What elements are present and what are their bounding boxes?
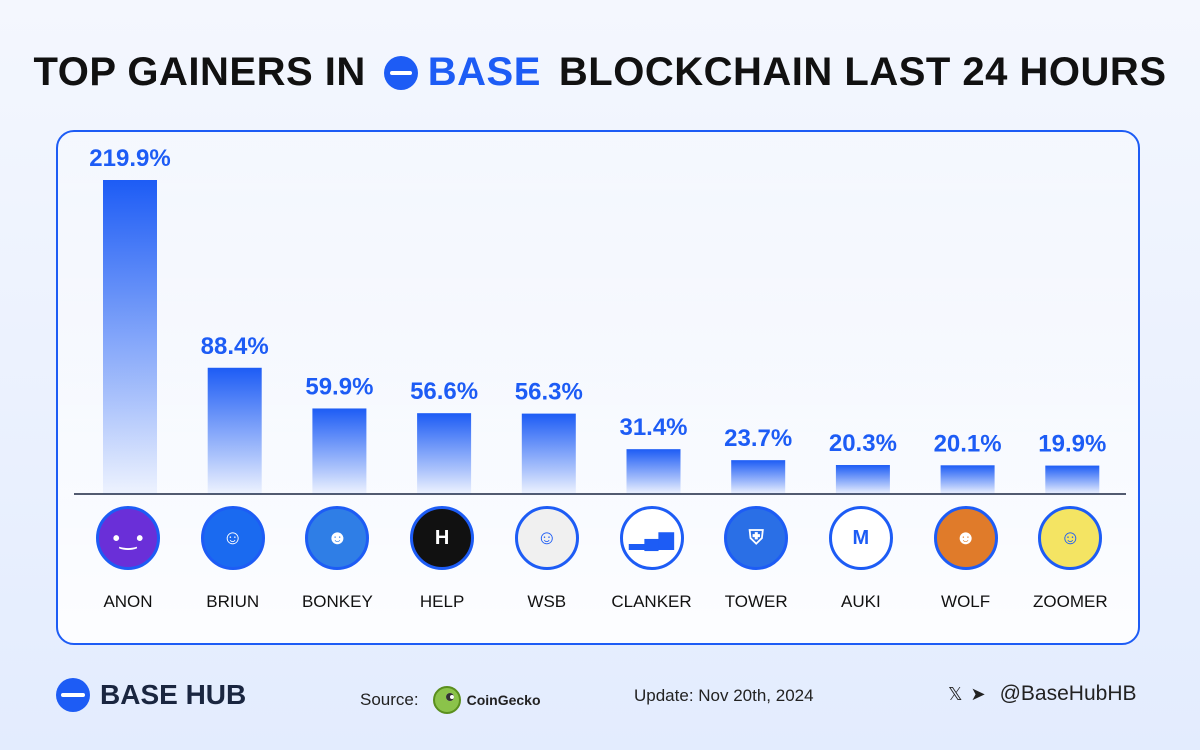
bar-value-label: 56.6% — [410, 378, 478, 405]
source: Source: CoinGecko — [360, 686, 541, 714]
footer: BASE HUB Source: CoinGecko Update: Nov 2… — [0, 672, 1200, 722]
bar-wsb — [521, 413, 576, 494]
social-handle[interactable]: @BaseHubHB — [999, 682, 1137, 705]
bar-zoomer — [1045, 465, 1100, 494]
coin-name: BRIUN — [206, 592, 260, 611]
auki-logo-icon: M — [828, 506, 893, 570]
bar-value-label: 20.3% — [829, 430, 897, 457]
source-label: Source: — [360, 690, 419, 709]
base-logo-icon — [383, 55, 418, 90]
help-logo-icon: H — [410, 506, 475, 570]
coin-name: BONKEY — [301, 592, 373, 611]
brand: BASE HUB — [56, 678, 246, 712]
coin-item: M AUKI — [809, 506, 913, 612]
coin-name: WSB — [527, 592, 567, 611]
bar-wolf — [940, 465, 995, 494]
tower-shield-icon: ⛨ — [724, 506, 789, 570]
coin-name: AUKI — [841, 592, 881, 611]
bonkey-monkey-icon: ☻ — [305, 506, 370, 570]
bar-value-label: 56.3% — [515, 379, 583, 406]
coin-name: TOWER — [724, 592, 788, 611]
coin-item: ☺ WSB — [495, 506, 599, 612]
bar-value-label: 19.9% — [1038, 431, 1106, 458]
wsb-mascot-icon: ☺ — [514, 506, 579, 570]
bar-value-label: 88.4% — [201, 333, 269, 360]
title-prefix: TOP GAINERS IN — [33, 50, 366, 94]
bar-value-label: 23.7% — [724, 425, 792, 452]
coin-item: ☻ BONKEY — [285, 506, 389, 612]
bar-value-label: 31.4% — [619, 414, 687, 441]
wolf-character-icon: ☻ — [933, 506, 998, 570]
bar-auki — [835, 465, 890, 494]
bar-clanker — [626, 449, 681, 494]
coin-item: ☺ BRIUN — [181, 506, 285, 612]
page-title: TOP GAINERS IN BASE BLOCKCHAIN LAST 24 H… — [0, 50, 1200, 95]
anon-robot-icon: •‿• — [96, 506, 160, 570]
source-name: CoinGecko — [466, 692, 541, 708]
brand-name: BASE HUB — [100, 679, 247, 710]
coin-item: ▂▄▆ CLANKER — [600, 506, 704, 612]
telegram-icon[interactable]: ➤ — [970, 683, 986, 704]
bar-briun — [207, 367, 262, 494]
briun-character-icon: ☺ — [200, 506, 265, 570]
x-icon[interactable]: 𝕏 — [948, 683, 963, 704]
coin-name: HELP — [419, 592, 465, 611]
coin-item: H HELP — [390, 506, 494, 612]
coin-item: ⛨ TOWER — [704, 506, 808, 612]
coin-name: ANON — [103, 592, 153, 611]
coingecko-icon — [432, 686, 461, 714]
bar-bonkey — [312, 408, 367, 494]
bar-value-label: 59.9% — [305, 373, 373, 400]
title-brand: BASE — [427, 50, 541, 94]
coin-name: ZOOMER — [1032, 592, 1108, 611]
bar-tower — [731, 460, 786, 494]
bar-value-label: 20.1% — [934, 430, 1002, 457]
bar-value-label: 219.9% — [89, 145, 170, 172]
coin-item: •‿• ANON — [76, 506, 180, 612]
bar-chart: 219.9% 88.4% 59.9% 56.6% 56.3% 31.4% 23.7% 20.3… — [74, 145, 1126, 495]
zoomer-face-icon: ☺ — [1038, 506, 1103, 570]
title-suffix: BLOCKCHAIN LAST 24 HOURS — [558, 50, 1167, 94]
bar-help — [417, 413, 472, 494]
update-date: Update: Nov 20th, 2024 — [634, 686, 814, 705]
coin-item: ☻ WOLF — [914, 506, 1018, 612]
basehub-logo-icon — [56, 678, 90, 712]
coin-name: CLANKER — [611, 592, 692, 611]
social: 𝕏 ➤ @BaseHubHB — [948, 682, 1137, 706]
clanker-bars-icon: ▂▄▆ — [619, 506, 684, 570]
bar-anon — [103, 180, 157, 494]
coin-name: WOLF — [941, 592, 991, 611]
coin-item: ☺ ZOOMER — [1018, 506, 1122, 612]
